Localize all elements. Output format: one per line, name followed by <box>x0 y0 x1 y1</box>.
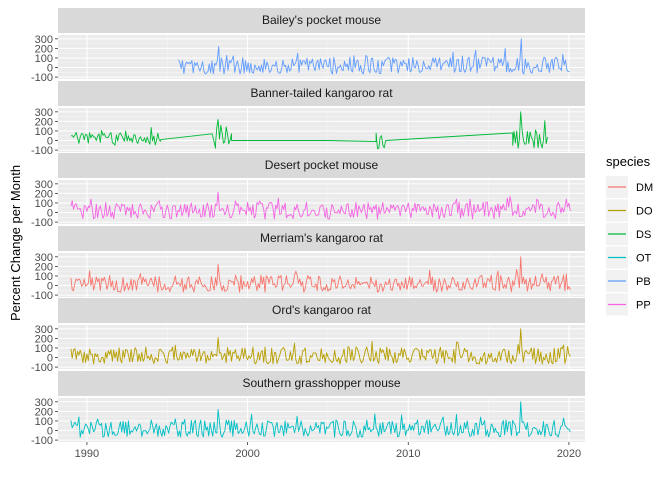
facet-strip <box>58 153 585 178</box>
x-tick-label: 1990 <box>75 448 99 460</box>
facet-title: Merriam's kangaroo rat <box>260 231 384 245</box>
legend-item: PB <box>606 270 651 292</box>
facet-title: Southern grasshopper mouse <box>242 376 400 390</box>
y-tick-label: 300 <box>35 397 53 409</box>
y-tick-label: -100 <box>31 145 53 157</box>
panel-background <box>58 35 585 79</box>
facet-title: Ord's kangaroo rat <box>272 303 372 317</box>
legend-label: OT <box>636 253 652 265</box>
series-line-ds <box>70 111 548 150</box>
y-tick-label: -100 <box>31 290 53 302</box>
series-line-dm <box>70 256 571 293</box>
facet-strip <box>58 8 585 33</box>
y-tick-label: 100 <box>35 271 53 283</box>
x-tick-label: 2010 <box>396 448 420 460</box>
legend-label: DM <box>636 182 653 194</box>
legend-item: PP <box>606 293 651 316</box>
facet-title: Desert pocket mouse <box>265 158 379 172</box>
legend-item: DO <box>606 199 653 222</box>
x-axis: 1990 2000 2010 2020 <box>75 442 581 460</box>
y-tick-label: 100 <box>35 416 53 428</box>
x-tick-label: 2000 <box>235 448 259 460</box>
legend-item: DM <box>606 176 653 198</box>
y-axis-title: Percent Change per Month <box>8 165 23 321</box>
y-tick-label: 100 <box>35 343 53 355</box>
y-tick-label: -100 <box>31 362 53 374</box>
facet-strip <box>58 81 585 106</box>
facet-strip <box>58 371 585 396</box>
x-tick-label: 2020 <box>557 448 581 460</box>
series-line-ot <box>70 401 571 438</box>
y-tick-label: 0 <box>47 63 53 75</box>
y-tick-label: 300 <box>35 324 53 336</box>
y-tick-label: 0 <box>47 353 53 365</box>
panels-group: Bailey's pocket mouse-1000100200300Banne… <box>31 8 585 447</box>
legend-items: DM DO DS OT PB PP <box>606 176 653 316</box>
panel-background <box>58 108 585 152</box>
series-line-pp <box>70 191 571 220</box>
legend-item: OT <box>606 246 652 269</box>
y-tick-label: 300 <box>35 179 53 191</box>
legend-label: DS <box>636 229 651 241</box>
legend-label: DO <box>636 206 653 218</box>
legend-title: species <box>606 154 651 169</box>
y-tick-label: -100 <box>31 72 53 84</box>
y-tick-label: 0 <box>47 208 53 220</box>
facet-strip <box>58 226 585 251</box>
y-tick-label: 0 <box>47 281 53 293</box>
y-tick-label: 200 <box>35 261 53 273</box>
legend-label: PB <box>636 276 651 288</box>
panel-background <box>58 398 585 442</box>
legend: species DM DO DS OT PB PP <box>606 154 653 316</box>
facet-title: Banner-tailed kangaroo rat <box>250 86 393 100</box>
y-tick-label: 0 <box>47 136 53 148</box>
panel-background <box>58 180 585 224</box>
y-tick-label: 300 <box>35 34 53 46</box>
y-tick-label: 0 <box>47 426 53 438</box>
series-line-do <box>70 328 571 365</box>
y-tick-label: 200 <box>35 188 53 200</box>
y-tick-label: 200 <box>35 116 53 128</box>
y-tick-label: -100 <box>31 217 53 229</box>
y-tick-label: 300 <box>35 252 53 264</box>
facet-title: Bailey's pocket mouse <box>262 13 381 27</box>
y-tick-label: 100 <box>35 126 53 138</box>
y-tick-label: 300 <box>35 107 53 119</box>
y-tick-label: 200 <box>35 43 53 55</box>
y-tick-label: 200 <box>35 406 53 418</box>
y-tick-label: 100 <box>35 53 53 65</box>
facet-strip <box>58 298 585 323</box>
legend-item: DS <box>606 223 651 245</box>
series-line-pb <box>178 38 570 75</box>
legend-label: PP <box>636 300 651 312</box>
y-tick-label: 100 <box>35 198 53 210</box>
y-tick-label: 200 <box>35 333 53 345</box>
y-tick-label: -100 <box>31 435 53 447</box>
